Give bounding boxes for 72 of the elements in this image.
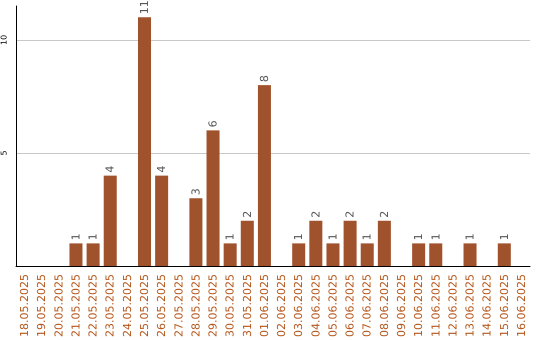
y-tick-label: 10	[0, 34, 8, 46]
bar	[258, 85, 271, 266]
data-label: 1	[412, 233, 426, 240]
x-tick-label: 16.06.2025	[514, 274, 528, 338]
x-tick-label: 28.05.2025	[189, 274, 202, 338]
bar	[378, 220, 391, 266]
data-label: 8	[258, 75, 271, 82]
x-tick-label: 31.05.2025	[240, 274, 254, 338]
data-label: 3	[189, 188, 202, 196]
bar	[138, 17, 152, 266]
bar	[464, 243, 477, 266]
x-tick-label: 08.06.2025	[378, 274, 391, 338]
x-tick-label: 30.05.2025	[224, 274, 237, 338]
data-label: 1	[224, 233, 237, 240]
x-tick-label: 29.05.2025	[206, 274, 220, 338]
bar	[292, 243, 306, 266]
x-tick-label: 05.06.2025	[326, 274, 340, 338]
bar	[86, 243, 100, 266]
bar	[69, 243, 82, 266]
bar	[224, 243, 237, 266]
y-tick-label: 5	[0, 150, 8, 156]
x-tick-label: 25.05.2025	[138, 274, 151, 338]
bar	[326, 243, 340, 266]
x-tick-label: 27.05.2025	[172, 274, 186, 338]
data-label: 4	[104, 166, 117, 173]
x-tick-label: 21.05.2025	[69, 274, 82, 338]
data-label: 1	[498, 233, 511, 240]
bar	[412, 243, 426, 266]
data-label: 1	[360, 233, 374, 240]
data-label: 1	[86, 233, 100, 240]
bar	[309, 220, 322, 266]
x-tick-label: 07.06.2025	[360, 274, 374, 338]
bar	[498, 243, 511, 266]
x-tick-label: 09.06.2025	[395, 274, 408, 338]
data-label: 2	[378, 210, 391, 218]
data-label: 2	[344, 210, 357, 218]
data-label: 1	[292, 233, 306, 240]
x-tick-label: 19.05.2025	[35, 274, 48, 338]
data-label: 2	[309, 210, 322, 218]
x-tick-label: 06.06.2025	[344, 274, 357, 338]
x-tick-label: 20.05.2025	[52, 274, 66, 338]
data-label: 1	[326, 233, 340, 240]
x-tick-label: 15.06.2025	[498, 274, 511, 338]
x-tick-label: 26.05.2025	[155, 274, 168, 338]
data-label: 1	[464, 233, 477, 240]
bar	[360, 243, 374, 266]
x-tick-label: 04.06.2025	[309, 274, 322, 338]
x-tick-label: 10.06.2025	[412, 274, 426, 338]
x-tick-label: 13.06.2025	[464, 274, 477, 338]
x-tick-label: 14.06.2025	[480, 274, 494, 338]
bar	[189, 198, 202, 266]
bar	[155, 176, 168, 266]
bar	[344, 220, 357, 266]
data-label: 6	[206, 120, 220, 128]
data-label: 1	[69, 233, 82, 240]
bar	[206, 130, 220, 266]
bar	[429, 243, 442, 266]
x-tick-label: 03.06.2025	[292, 274, 306, 338]
data-label: 1	[429, 233, 442, 240]
data-label: 4	[155, 166, 168, 173]
data-label: 11	[138, 0, 151, 14]
x-tick-label: 11.06.2025	[429, 274, 442, 338]
x-tick-label: 12.06.2025	[446, 274, 460, 338]
x-tick-label: 23.05.2025	[104, 274, 117, 338]
x-tick-label: 18.05.2025	[18, 274, 32, 338]
x-tick-label: 22.05.2025	[86, 274, 100, 338]
x-tick-label: 24.05.2025	[120, 274, 134, 338]
x-tick-label: 02.06.2025	[275, 274, 288, 338]
data-label: 2	[240, 210, 254, 218]
x-tick-label: 01.06.2025	[258, 274, 271, 338]
bar	[104, 176, 117, 266]
bar	[240, 220, 254, 266]
